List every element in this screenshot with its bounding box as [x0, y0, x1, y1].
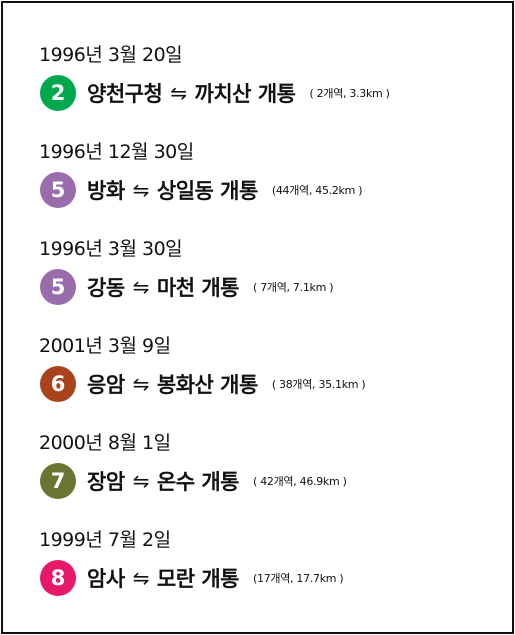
start-station: 강동: [87, 276, 125, 300]
start-station: 장암: [87, 470, 125, 494]
end-station: 모란 개통: [156, 567, 240, 591]
opening-date: 1996년 3월 30일: [39, 238, 183, 260]
bidirectional-arrow-icon: ⇋: [132, 178, 150, 202]
start-station: 방화: [87, 179, 125, 203]
list-item: 1996년 3월 20일 2 양천구청 ⇋ 까치산 개통 ( 2개역, 3.3k…: [39, 43, 504, 140]
opening-history-list: 1996년 3월 20일 2 양천구청 ⇋ 까치산 개통 ( 2개역, 3.3k…: [39, 43, 504, 625]
end-station: 온수 개통: [156, 470, 240, 494]
opening-date: 1996년 3월 20일: [39, 44, 183, 66]
route-row: 2 양천구청 ⇋ 까치산 개통 ( 2개역, 3.3km ): [39, 75, 504, 111]
line-number-badge: 8: [40, 560, 76, 596]
route-row: 7 장암 ⇋ 온수 개통 ( 42개역, 46.9km ): [39, 463, 504, 499]
bidirectional-arrow-icon: ⇋: [132, 275, 150, 299]
line-number-badge: 6: [40, 366, 76, 402]
end-station: 봉화산 개통: [156, 373, 258, 397]
line-number-badge: 5: [40, 172, 76, 208]
section-detail: (44개역, 45.2km ): [271, 184, 363, 197]
opening-date: 2001년 3월 9일: [39, 335, 171, 357]
bidirectional-arrow-icon: ⇋: [132, 469, 150, 493]
route-row: 8 암사 ⇋ 모란 개통 (17개역, 17.7km ): [39, 560, 504, 596]
start-station: 암사: [87, 567, 125, 591]
line-number-badge: 7: [40, 463, 76, 499]
end-station: 상일동 개통: [156, 179, 258, 203]
list-item: 2000년 8월 1일 7 장암 ⇋ 온수 개통 ( 42개역, 46.9km …: [39, 431, 504, 528]
section-detail: ( 42개역, 46.9km ): [253, 475, 347, 488]
start-station: 양천구청: [87, 82, 163, 106]
list-item: 2001년 3월 9일 6 응암 ⇋ 봉화산 개통 ( 38개역, 35.1km…: [39, 334, 504, 431]
list-item: 1996년 3월 30일 5 강동 ⇋ 마천 개통 ( 7개역, 7.1km ): [39, 237, 504, 334]
section-detail: ( 2개역, 3.3km ): [309, 87, 390, 100]
end-station: 까치산 개통: [194, 82, 296, 106]
route-row: 5 방화 ⇋ 상일동 개통 (44개역, 45.2km ): [39, 172, 504, 208]
route-row: 6 응암 ⇋ 봉화산 개통 ( 38개역, 35.1km ): [39, 366, 504, 402]
bidirectional-arrow-icon: ⇋: [132, 372, 150, 396]
list-item: 1999년 7월 2일 8 암사 ⇋ 모란 개통 (17개역, 17.7km ): [39, 528, 504, 625]
opening-date: 1999년 7월 2일: [39, 529, 171, 551]
line-number-badge: 5: [40, 269, 76, 305]
bidirectional-arrow-icon: ⇋: [170, 81, 187, 105]
list-item: 1996년 12월 30일 5 방화 ⇋ 상일동 개통 (44개역, 45.2k…: [39, 140, 504, 237]
bidirectional-arrow-icon: ⇋: [132, 566, 150, 590]
route-row: 5 강동 ⇋ 마천 개통 ( 7개역, 7.1km ): [39, 269, 504, 305]
section-detail: ( 7개역, 7.1km ): [253, 281, 334, 294]
opening-date: 2000년 8월 1일: [39, 432, 171, 454]
section-detail: ( 38개역, 35.1km ): [271, 378, 366, 391]
end-station: 마천 개통: [156, 276, 240, 300]
section-detail: (17개역, 17.7km ): [253, 572, 344, 585]
opening-date: 1996년 12월 30일: [39, 141, 194, 163]
start-station: 응암: [87, 373, 125, 397]
line-number-badge: 2: [40, 75, 76, 111]
